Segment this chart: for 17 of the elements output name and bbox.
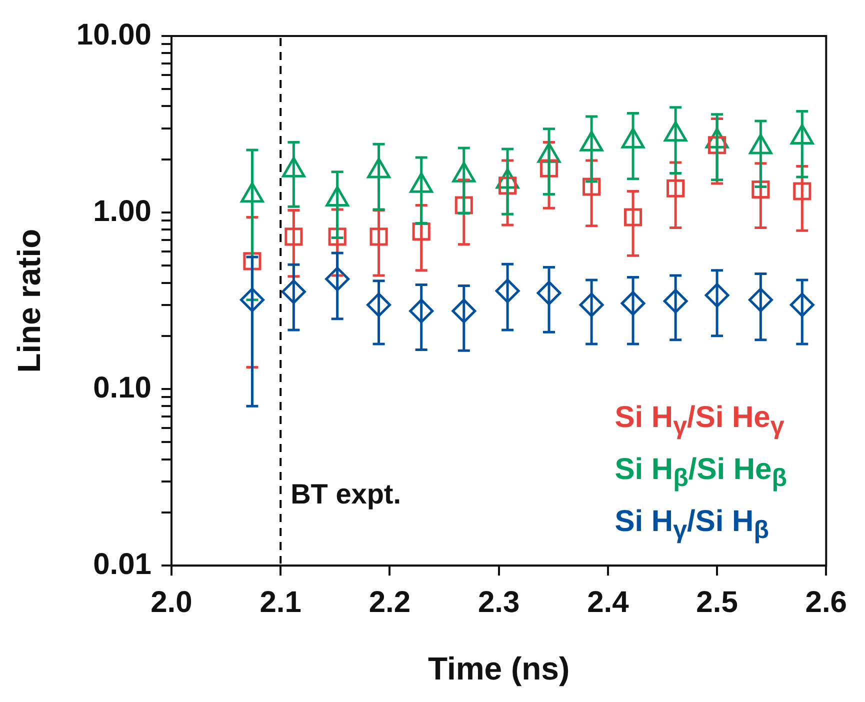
y-tick-label: 1.00 bbox=[93, 194, 152, 228]
x-tick-label: 2.6 bbox=[805, 586, 848, 619]
y-tick-label: 10.00 bbox=[76, 18, 152, 52]
text: Si H$_{γ}$/Si H$_{β}$ bbox=[614, 504, 770, 546]
x-tick-label: 2.2 bbox=[368, 586, 411, 619]
x-tick-label: 2.1 bbox=[260, 586, 302, 619]
x-tick-label: 2.3 bbox=[478, 586, 520, 619]
ref-line-label: BT expt. bbox=[290, 478, 402, 510]
x-tick-label: 2.0 bbox=[150, 586, 192, 619]
x-tick-label: 2.4 bbox=[587, 586, 630, 619]
text: Si H$_{β}$/Si He$_{β}$ bbox=[614, 452, 787, 494]
x-tick-label: 2.5 bbox=[696, 586, 738, 619]
x-axis-title: Time (ns) bbox=[428, 650, 570, 687]
y-tick-label: 0.10 bbox=[93, 371, 152, 404]
text: Si H$_{γ}$/Si He$_{γ}$ bbox=[614, 400, 786, 442]
y-tick-label: 0.01 bbox=[93, 548, 152, 581]
y-axis-title: Line ratio bbox=[11, 228, 48, 373]
